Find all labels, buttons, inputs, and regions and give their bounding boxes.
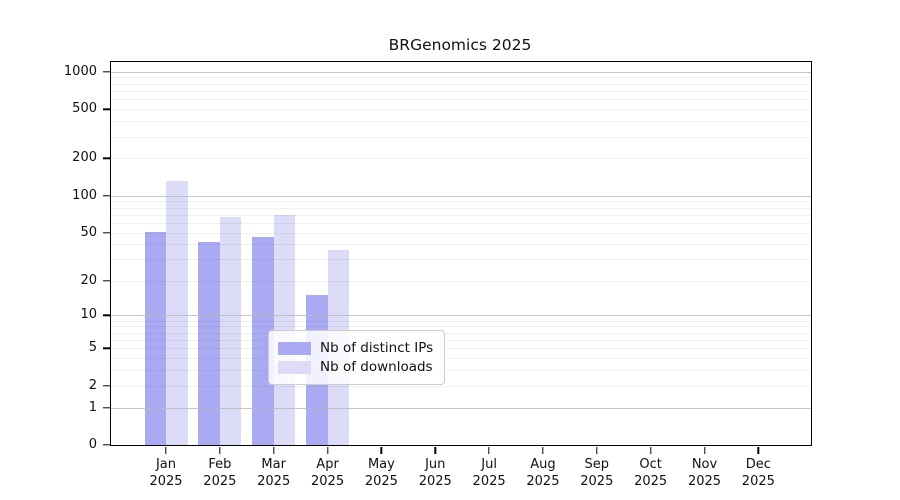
x-tick-label: Mar 2025 (257, 457, 291, 489)
y-tick (102, 231, 110, 234)
y-tick-label: 2 (88, 377, 97, 393)
gridline-major (111, 315, 811, 317)
y-tick (102, 279, 110, 282)
gridline-major (111, 407, 811, 409)
legend-entry-downloads: Nb of downloads (278, 359, 433, 375)
y-tick-label: 10 (80, 307, 97, 323)
x-tick (649, 446, 652, 454)
legend-swatch-distinct-ips (278, 341, 311, 355)
x-tick-label: Feb 2025 (203, 457, 237, 489)
y-tick-label: 50 (80, 224, 97, 240)
gridline-minor (111, 244, 811, 246)
gridline-minor (111, 358, 811, 360)
y-tick-label: 0 (88, 437, 97, 452)
gridline-minor (111, 77, 811, 79)
gridline-minor (111, 232, 811, 234)
x-tick-label: Jun 2025 (418, 457, 452, 489)
legend-label-downloads: Nb of downloads (320, 359, 433, 375)
x-tick-label: Jan 2025 (149, 457, 183, 489)
x-tick (380, 446, 383, 454)
gridline-minor (111, 158, 811, 160)
gridline-minor (111, 136, 811, 138)
gridline-minor (111, 99, 811, 101)
y-tick (102, 71, 110, 73)
bar-distinct-ips (252, 236, 274, 445)
x-tick-label: Nov 2025 (687, 457, 722, 489)
x-tick-label: Apr 2025 (311, 457, 345, 489)
x-tick (272, 446, 275, 454)
y-tick-label: 20 (80, 272, 97, 288)
gridline-minor (111, 348, 811, 350)
gridline-minor (111, 222, 811, 224)
bar-downloads (219, 217, 242, 445)
x-tick (434, 446, 436, 454)
gridline-minor (111, 90, 811, 92)
y-tick (102, 347, 110, 349)
gridline-minor (111, 109, 811, 111)
x-tick (326, 446, 329, 454)
x-tick (165, 446, 167, 454)
legend-box: Nb of distinct IPs Nb of downloads (268, 330, 446, 385)
y-tick (102, 384, 110, 387)
x-tick-label: Sep 2025 (580, 457, 614, 489)
gridline-minor (111, 83, 811, 85)
x-tick-label: Dec 2025 (741, 457, 775, 489)
bar-distinct-ips (144, 231, 166, 445)
gridline-major (111, 195, 811, 197)
gridline-minor (111, 385, 811, 387)
y-tick (102, 444, 110, 446)
x-tick (542, 446, 544, 454)
x-tick-label: May 2025 (364, 457, 398, 489)
gridline-minor (111, 201, 811, 203)
gridline-minor (111, 370, 811, 372)
gridline-minor (111, 332, 811, 334)
y-tick (102, 314, 110, 317)
x-tick (703, 446, 706, 454)
x-tick (596, 446, 598, 454)
y-tick-label: 100 (72, 187, 97, 203)
x-tick (757, 446, 760, 454)
gridline-major (111, 71, 811, 73)
legend-swatch-downloads (278, 360, 311, 374)
y-tick (102, 157, 110, 160)
y-tick (102, 406, 110, 409)
bar-distinct-ips (198, 241, 220, 445)
x-tick-label: Jul 2025 (472, 457, 506, 489)
gridline-minor (111, 280, 811, 282)
x-tick (488, 446, 490, 454)
gridline-minor (111, 320, 811, 322)
y-tick-label: 5 (88, 340, 97, 356)
y-tick (102, 194, 110, 197)
legend-entry-distinct-ips: Nb of distinct IPs (278, 340, 433, 356)
gridline-minor (111, 214, 811, 216)
y-tick-label: 200 (72, 150, 97, 166)
plot-area: Jan 2025 Feb 2025 Mar 2025 Apr 2025 May 2025… (64, 61, 812, 489)
chart-title: BRGenomics 2025 (388, 36, 532, 54)
gridline-minor (111, 339, 811, 341)
y-tick-label: 500 (72, 101, 97, 117)
gridline-minor (111, 326, 811, 328)
x-tick-label: Aug 2025 (526, 457, 560, 489)
gridline-minor (111, 207, 811, 209)
gridline-minor (111, 121, 811, 123)
x-tick (219, 446, 221, 454)
y-tick-label: 1000 (63, 63, 97, 79)
y-tick (102, 108, 110, 110)
legend-label-distinct-ips: Nb of distinct IPs (320, 340, 434, 356)
gridline-minor (111, 259, 811, 261)
bar-downloads (166, 180, 188, 445)
x-tick-label: Oct 2025 (634, 457, 668, 489)
y-tick-label: 1 (88, 399, 97, 415)
